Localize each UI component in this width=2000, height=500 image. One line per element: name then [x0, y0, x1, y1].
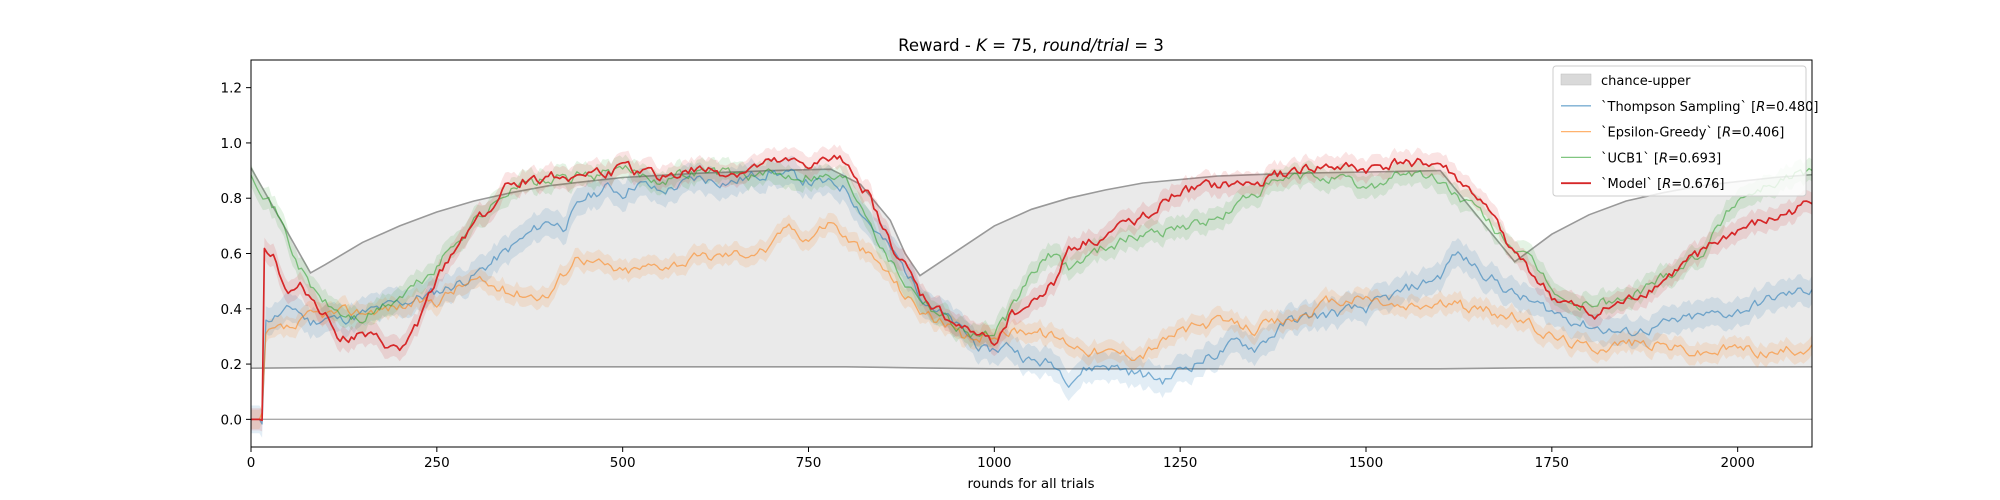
- legend: chance-upper `Thompson Sampling` [R=0.480…: [1552, 65, 1818, 197]
- y-tick-label: 0.4: [221, 302, 242, 318]
- chart-title: Reward - K = 75, round/trial = 3: [898, 36, 1164, 55]
- x-tick-label: 1000: [977, 455, 1011, 471]
- y-tick-label: 0.2: [221, 357, 242, 373]
- y-tick-label: 1.0: [221, 136, 242, 152]
- legend-label-thompson: `Thompson Sampling` [R=0.480]: [1601, 100, 1818, 115]
- chance-lower-line: [251, 366, 1812, 370]
- series-layer: [251, 154, 1812, 425]
- legend-label-chance: chance-upper: [1601, 74, 1691, 89]
- legend-label-ucb1: `UCB1` [R=0.693]: [1601, 151, 1721, 166]
- x-tick-label: 1250: [1163, 455, 1197, 471]
- x-axis: 0 250 500 750 1000 1250 1500 1750 2000: [247, 447, 1755, 471]
- x-tick-label: 500: [610, 455, 636, 471]
- y-tick-label: 0.6: [221, 247, 242, 263]
- series-line-ucb1: [251, 164, 1812, 338]
- legend-label-epsilon: `Epsilon-Greedy` [R=0.406]: [1601, 126, 1784, 141]
- x-tick-label: 0: [247, 455, 256, 471]
- series-line-epsilon: [251, 221, 1812, 421]
- y-axis: 0.0 0.2 0.4 0.6 0.8 1.0 1.2: [221, 81, 251, 428]
- chance-upper-line: [251, 167, 1812, 277]
- series-line-model: [251, 154, 1812, 422]
- chance-band-area: [251, 167, 1812, 369]
- x-tick-label: 2000: [1720, 455, 1754, 471]
- x-tick-label: 750: [796, 455, 822, 471]
- x-tick-label: 1750: [1535, 455, 1569, 471]
- chance-band-layer: [251, 167, 1812, 421]
- legend-label-model: `Model` [R=0.676]: [1601, 177, 1724, 192]
- legend-swatch-chance: [1560, 73, 1592, 86]
- x-tick-label: 1500: [1349, 455, 1383, 471]
- series-line-thompson: [251, 168, 1812, 425]
- y-tick-label: 0.0: [221, 412, 242, 428]
- y-tick-label: 0.8: [221, 191, 242, 207]
- legend-frame: [1552, 65, 1807, 197]
- x-axis-label: rounds for all trials: [967, 476, 1094, 492]
- y-tick-label: 1.2: [221, 81, 242, 97]
- x-tick-label: 250: [424, 455, 450, 471]
- series-band-thompson: [251, 155, 1812, 438]
